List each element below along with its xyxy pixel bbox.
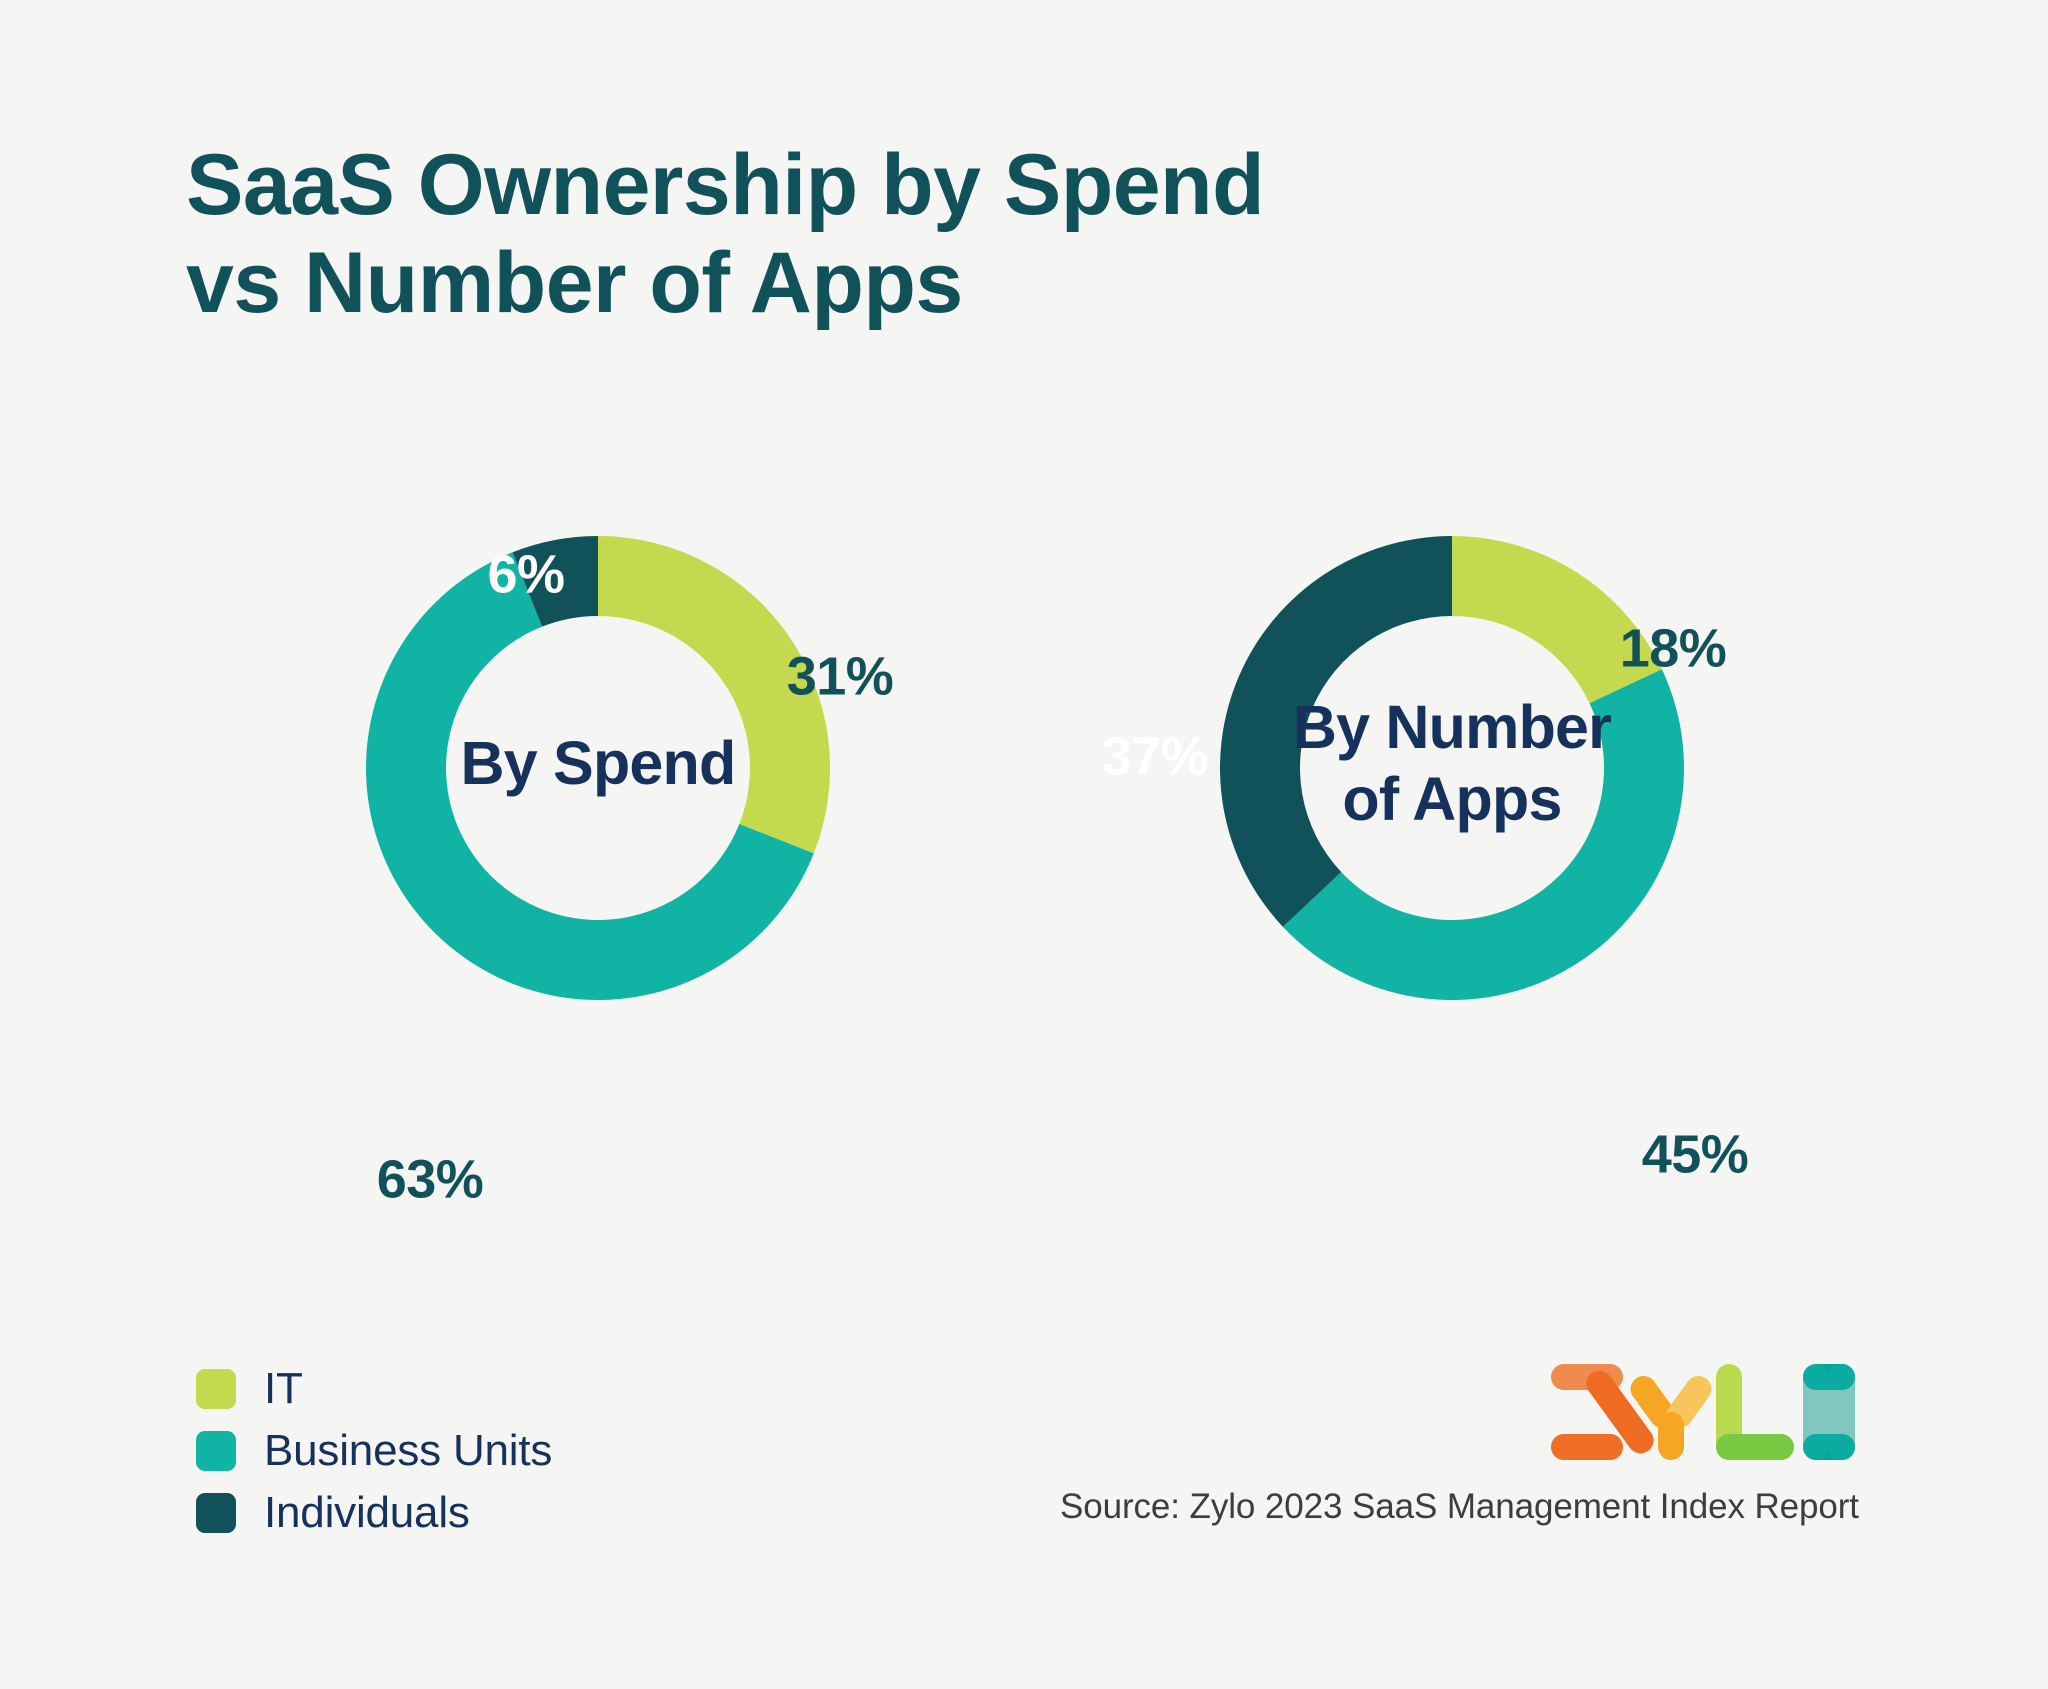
legend-swatch-it — [196, 1369, 236, 1409]
donut-center-label: By Number of Apps — [1293, 693, 1611, 833]
zylo-logo-letter-z — [1551, 1364, 1654, 1460]
donut-center-label: By Spend — [461, 729, 736, 797]
zylo-logo-letter-y — [1630, 1376, 1712, 1460]
zylo-logo-letter-o — [1803, 1364, 1855, 1460]
legend-label-it: IT — [264, 1364, 303, 1413]
slice-percentage-label: 18% — [1620, 618, 1727, 678]
slice-percentage-label: 6% — [487, 544, 564, 604]
legend-swatch-individuals — [196, 1493, 236, 1533]
donut-chart-by-number-of-apps: 18% 45% 37% By Number of Apps — [1102, 536, 1749, 1184]
donut-slice-business-units[interactable] — [365, 552, 814, 1000]
slice-percentage-label: 31% — [787, 646, 894, 706]
legend-label-business-units: Business Units — [264, 1426, 553, 1475]
slice-percentage-label: 63% — [377, 1149, 484, 1209]
legend-swatch-business-units — [196, 1431, 236, 1471]
donut-slice-business-units[interactable] — [1282, 669, 1684, 1000]
donut-chart-by-spend: 31% 63% 6% By Spend — [365, 536, 894, 1209]
zylo-logo — [1551, 1364, 1855, 1460]
donut-slice-it[interactable] — [1452, 536, 1662, 704]
slice-percentage-label: 37% — [1102, 726, 1209, 786]
slice-percentage-label: 45% — [1642, 1124, 1749, 1184]
legend: IT Business Units Individuals — [196, 1358, 552, 1544]
legend-label-individuals: Individuals — [264, 1488, 470, 1537]
legend-item-it[interactable]: IT — [196, 1358, 552, 1420]
donut-slice-individuals[interactable] — [512, 536, 598, 627]
legend-item-individuals[interactable]: Individuals — [196, 1482, 552, 1544]
legend-item-business-units[interactable]: Business Units — [196, 1420, 552, 1482]
donut-slice-it[interactable] — [598, 536, 830, 854]
donut-slice-individuals[interactable] — [1220, 536, 1452, 927]
page-title: SaaS Ownership by Spend vs Number of App… — [186, 137, 1265, 332]
zylo-logo-letter-l — [1716, 1364, 1794, 1460]
source-note: Source: Zylo 2023 SaaS Management Index … — [1060, 1487, 1859, 1526]
